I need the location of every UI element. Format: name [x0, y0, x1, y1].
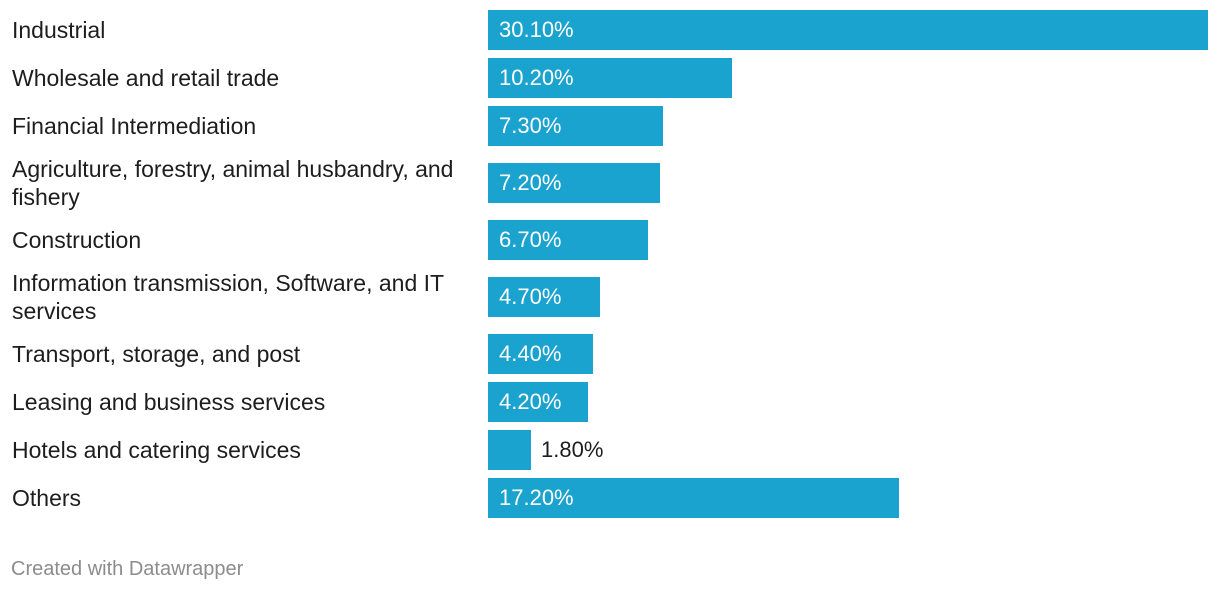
bar: [488, 478, 899, 518]
bar: [488, 382, 588, 422]
category-label: Leasing and business services: [12, 389, 326, 415]
bar-row: Financial Intermediation 7.30%: [0, 102, 1220, 150]
bar-row: Industrial 30.10%: [0, 6, 1220, 54]
bar-row: Leasing and business services 4.20%: [0, 378, 1220, 426]
credit-footer: Created with Datawrapper: [11, 558, 244, 580]
bar-row: Information transmission, Software, and …: [0, 264, 1220, 330]
value-label: 4.40%: [499, 341, 562, 366]
bar-row: Hotels and catering services 1.80%: [0, 426, 1220, 474]
category-label: Transport, storage, and post: [12, 341, 301, 367]
category-label: Construction: [12, 227, 142, 253]
category-label: Industrial: [12, 17, 106, 43]
value-label: 7.20%: [499, 170, 562, 195]
bar: [488, 334, 593, 374]
bar-row: Wholesale and retail trade 10.20%: [0, 54, 1220, 102]
value-label: 4.20%: [499, 389, 562, 414]
bar: [488, 277, 600, 317]
category-label: Others: [12, 485, 82, 511]
bar-row: Transport, storage, and post 4.40%: [0, 330, 1220, 378]
value-label: 7.30%: [499, 113, 562, 138]
category-label: Information transmission, Software, and …: [12, 270, 444, 324]
bar-chart: Industrial 30.10% Wholesale and retail tra…: [0, 6, 1220, 522]
category-label: Agriculture, forestry, animal husbandry,…: [12, 156, 454, 210]
bar: [488, 430, 531, 470]
value-label: 30.10%: [499, 17, 574, 42]
bar-row: Agriculture, forestry, animal husbandry,…: [0, 150, 1220, 216]
bar: [488, 106, 663, 146]
value-label: 4.70%: [499, 284, 562, 309]
bar: [488, 163, 660, 203]
category-label: Hotels and catering services: [12, 437, 301, 463]
bar: [488, 10, 1208, 50]
bar-row: Others 17.20%: [0, 474, 1220, 522]
category-label: Financial Intermediation: [12, 113, 257, 139]
value-label: 10.20%: [499, 65, 574, 90]
value-label: 17.20%: [499, 485, 574, 510]
bar: [488, 58, 732, 98]
bar: [488, 220, 648, 260]
value-label: 6.70%: [499, 227, 562, 252]
bar-row: Construction 6.70%: [0, 216, 1220, 264]
category-label: Wholesale and retail trade: [12, 65, 280, 91]
value-label: 1.80%: [541, 437, 604, 462]
